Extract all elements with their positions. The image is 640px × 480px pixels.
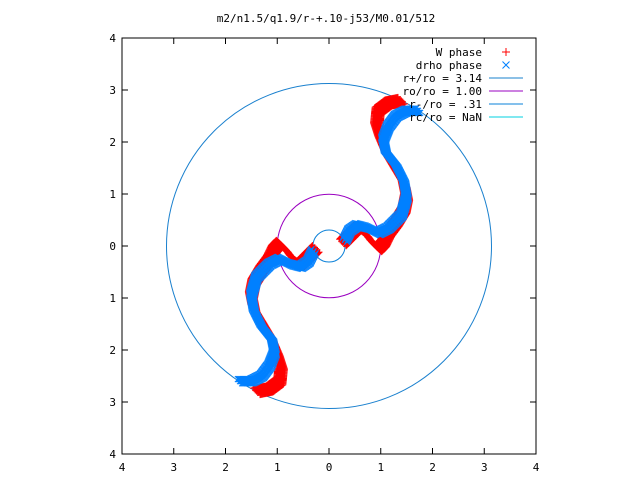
data-point	[241, 379, 249, 387]
legend-label: r-/ro = .31	[409, 98, 482, 111]
legend-label: W phase	[436, 46, 482, 59]
radius-circle	[166, 83, 492, 409]
x-tick-label: 1	[274, 461, 281, 474]
data-point	[257, 392, 264, 399]
legend-label: ro/ro = 1.00	[403, 85, 482, 98]
y-tick-label: 4	[109, 448, 116, 461]
radius-circles	[166, 83, 492, 409]
y-tick-label: 1	[109, 188, 116, 201]
x-tick-label: 4	[533, 461, 540, 474]
data-point	[343, 238, 351, 246]
data-point	[238, 379, 246, 387]
x-tick-label: 3	[481, 461, 488, 474]
x-tick-label: 1	[377, 461, 384, 474]
x-tick-label: 3	[170, 461, 177, 474]
data-point	[253, 388, 260, 395]
data-point	[252, 387, 259, 394]
legend-label: rc/ro = NaN	[409, 111, 482, 124]
y-tick-label: 3	[109, 84, 116, 97]
x-tick-label: 4	[119, 461, 126, 474]
x-tick-label: 0	[326, 461, 333, 474]
x-tick-label: 2	[429, 461, 436, 474]
chart-title: m2/n1.5/q1.9/r-+.10-j53/M0.01/512	[217, 12, 436, 25]
data-points	[234, 48, 510, 399]
radius-circle	[276, 193, 382, 299]
y-tick-label: 2	[109, 136, 116, 149]
data-point	[502, 61, 510, 69]
y-tick-label: 2	[109, 344, 116, 357]
data-point	[343, 243, 350, 250]
y-tick-label: 3	[109, 396, 116, 409]
data-point	[343, 242, 350, 249]
y-tick-label: 1	[109, 292, 116, 305]
x-tick-label: 2	[222, 461, 229, 474]
y-tick-label: 0	[109, 240, 116, 253]
data-point	[240, 379, 248, 387]
legend-label: drho phase	[416, 59, 482, 72]
data-point	[239, 379, 247, 387]
y-tick-label: 4	[109, 32, 116, 45]
legend-label: r+/ro = 3.14	[403, 72, 483, 85]
data-point	[502, 48, 510, 56]
